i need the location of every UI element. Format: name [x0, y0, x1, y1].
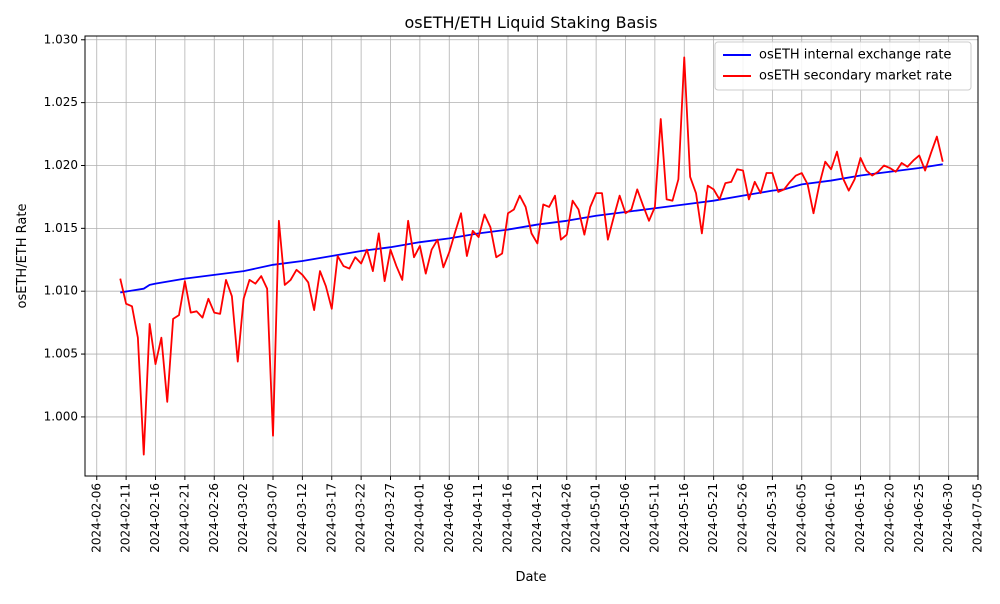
x-tick-label: 2024-06-05: [794, 483, 808, 553]
x-tick-label: 2024-03-22: [354, 483, 368, 553]
y-tick-label: 1.005: [44, 347, 78, 361]
y-tick-label: 1.025: [44, 95, 78, 109]
y-tick-label: 1.010: [44, 284, 78, 298]
x-tick-label: 2024-04-11: [471, 483, 485, 553]
x-tick-label: 2024-07-05: [971, 483, 985, 553]
x-tick-label: 2024-05-26: [736, 483, 750, 553]
plot-frame: [84, 35, 979, 477]
x-axis-label: Date: [515, 570, 546, 585]
legend: osETH internal exchange rate osETH second…: [714, 41, 972, 91]
x-tick-label: 2024-05-16: [677, 483, 691, 553]
x-tick-label: 2024-02-21: [177, 483, 191, 553]
x-tick-label: 2024-03-27: [383, 483, 397, 553]
x-tick-label: 2024-03-17: [324, 483, 338, 553]
y-tick-label: 1.000: [44, 409, 78, 423]
x-tick-label: 2024-05-01: [589, 483, 603, 553]
x-tick-label: 2024-06-25: [912, 483, 926, 553]
x-tick-label: 2024-05-06: [618, 483, 632, 553]
x-tick-label: 2024-04-01: [412, 483, 426, 553]
x-tick-label: 2024-04-16: [501, 483, 515, 553]
x-tick-label: 2024-02-26: [207, 483, 221, 553]
x-tick-label: 2024-05-21: [706, 483, 720, 553]
x-tick-label: 2024-06-20: [882, 483, 896, 553]
y-tick-label: 1.030: [44, 32, 78, 46]
legend-label: osETH secondary market rate: [759, 69, 952, 84]
axes: 2024-02-06 2024-02-11 2024-02-16 2024-02-21…: [44, 32, 985, 552]
x-tick-label: 2024-06-15: [853, 483, 867, 553]
x-tick-label: 2024-05-31: [765, 483, 779, 553]
x-tick-label: 2024-06-30: [941, 483, 955, 553]
x-tick-label: 2024-03-07: [266, 483, 280, 553]
series-line-1: [120, 163, 943, 294]
legend-box: [714, 41, 972, 91]
x-tick-label: 2024-03-12: [295, 483, 309, 553]
legend-label: osETH internal exchange rate: [759, 48, 951, 63]
series-lines: [119, 56, 944, 456]
series-line-2: [119, 56, 944, 456]
chart-title: osETH/ETH Liquid Staking Basis: [405, 13, 658, 32]
x-tick-label: 2024-04-21: [530, 483, 544, 553]
x-tick-label: 2024-03-02: [236, 483, 250, 553]
y-tick-label: 1.015: [44, 221, 78, 235]
x-tick-label: 2024-05-11: [647, 483, 661, 553]
y-tick-label: 1.020: [44, 158, 78, 172]
x-tick-label: 2024-04-06: [442, 483, 456, 553]
x-tick-label: 2024-02-16: [148, 483, 162, 553]
x-tick-label: 2024-02-06: [89, 483, 103, 553]
x-tick-label: 2024-06-10: [824, 483, 838, 553]
x-tick-label: 2024-02-11: [119, 483, 133, 553]
x-tick-label: 2024-04-26: [559, 483, 573, 553]
y-axis-label: osETH/ETH Rate: [15, 204, 30, 309]
